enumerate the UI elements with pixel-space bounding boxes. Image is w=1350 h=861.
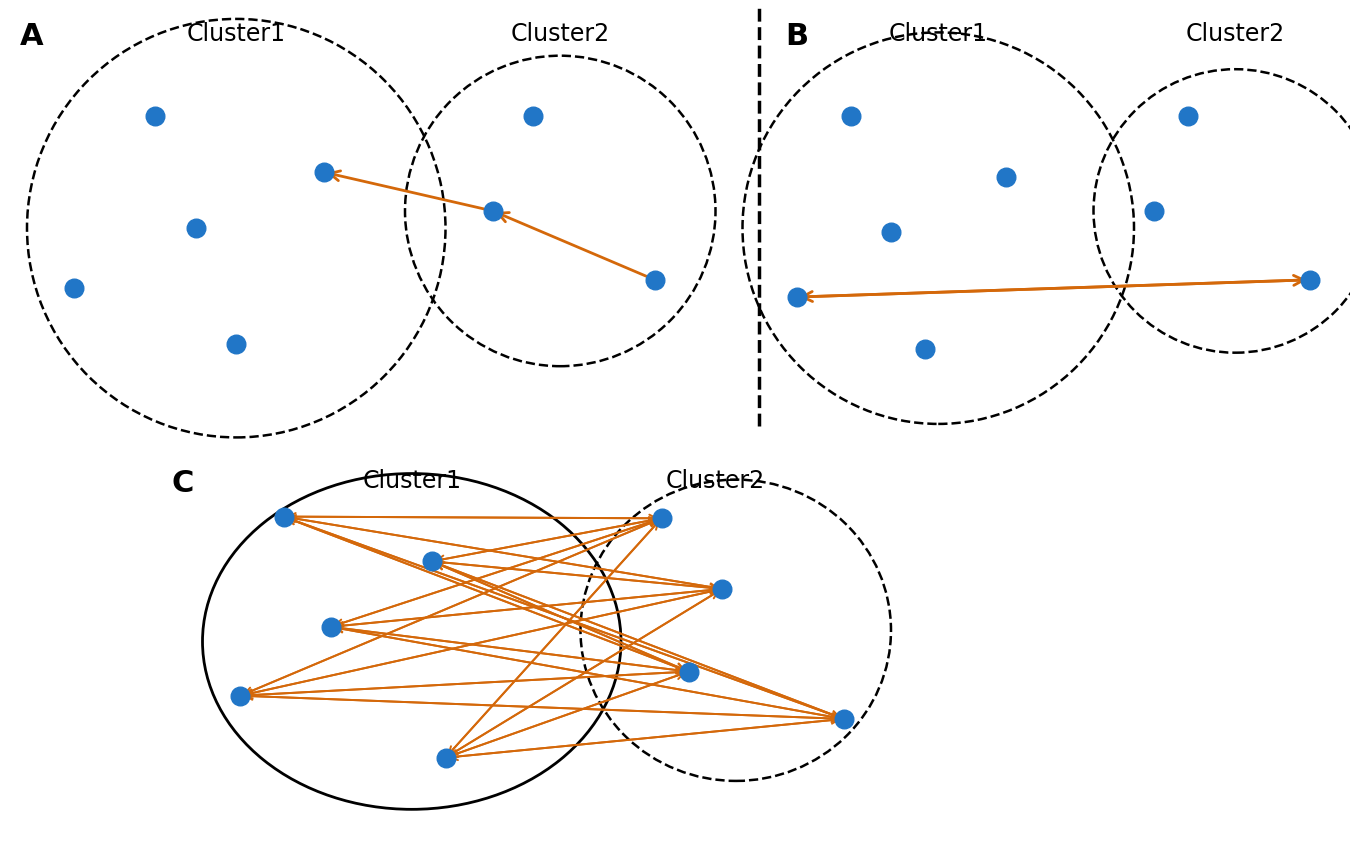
Point [273, 510, 294, 523]
Point [320, 620, 342, 634]
Text: Cluster2: Cluster2 [1185, 22, 1285, 46]
Text: C: C [171, 469, 193, 499]
Text: Cluster2: Cluster2 [666, 469, 765, 493]
Text: A: A [20, 22, 43, 51]
Point [313, 165, 335, 179]
Point [421, 554, 443, 568]
Point [914, 342, 936, 356]
Point [651, 511, 672, 525]
Point [482, 204, 504, 218]
Point [833, 712, 855, 726]
Text: Cluster1: Cluster1 [186, 22, 286, 46]
Point [225, 338, 247, 351]
Point [1143, 204, 1165, 218]
Text: B: B [786, 22, 809, 51]
Point [1299, 273, 1320, 287]
Point [995, 170, 1017, 183]
Point [644, 273, 666, 287]
Point [522, 109, 544, 123]
Point [230, 689, 251, 703]
Point [678, 665, 699, 678]
Point [711, 582, 733, 596]
Point [840, 109, 861, 123]
Point [185, 221, 207, 235]
Point [435, 751, 456, 765]
Text: Cluster1: Cluster1 [888, 22, 988, 46]
Point [880, 226, 902, 239]
Point [786, 290, 807, 304]
Text: Cluster1: Cluster1 [362, 469, 462, 493]
Point [144, 109, 166, 123]
Text: Cluster2: Cluster2 [510, 22, 610, 46]
Point [63, 282, 85, 295]
Point [1177, 109, 1199, 123]
